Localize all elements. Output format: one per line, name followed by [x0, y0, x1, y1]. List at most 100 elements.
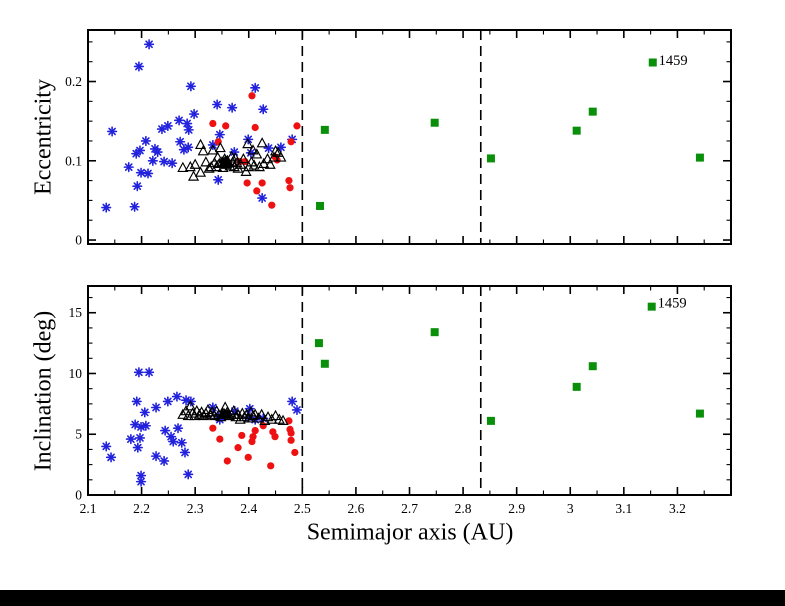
open-triangle-point: [266, 413, 278, 424]
blue-asterisk-point: [160, 457, 168, 465]
x-tick-label: 2.3: [187, 501, 204, 516]
blue-asterisk-point: [187, 82, 195, 91]
blue-asterisk-point: [247, 149, 255, 157]
blue-asterisk-point: [163, 397, 172, 406]
x-tick-label: 3: [567, 501, 574, 516]
red-circle-point: [223, 457, 231, 465]
top-asteroid-1459-label: 1459: [659, 53, 688, 69]
open-triangle-point: [256, 137, 268, 148]
blue-asterisk-point: [133, 182, 142, 190]
blue-asterisk-point: [259, 105, 268, 114]
blue-asterisk-point: [228, 103, 236, 112]
x-tick-label: 2.5: [294, 501, 311, 516]
blue-asterisk-point: [173, 392, 181, 401]
x-tick-label: 2.7: [401, 501, 418, 516]
open-triangle-point: [207, 144, 219, 155]
green-square-point: [648, 58, 657, 67]
blue-asterisk-point: [133, 443, 142, 452]
blue-asterisk-point: [124, 163, 133, 171]
x-tick-label: 2.9: [508, 501, 525, 516]
blue-asterisk-point: [153, 148, 162, 156]
open-triangle-point: [252, 412, 264, 423]
x-tick-label: 2.6: [347, 501, 364, 516]
blue-asterisk-point: [108, 127, 116, 136]
green-square-point: [647, 302, 656, 311]
open-triangle-point: [194, 166, 207, 177]
red-circle-point: [287, 429, 295, 437]
blue-asterisk-point: [161, 426, 170, 435]
green-square-point: [316, 201, 325, 210]
red-circle-point: [293, 122, 301, 130]
blue-asterisk-point: [136, 434, 144, 442]
red-circle-point: [216, 435, 224, 443]
red-circle-point: [238, 431, 246, 440]
open-triangle-point: [247, 409, 259, 421]
red-circle-point: [244, 453, 252, 461]
open-triangle-point: [269, 409, 282, 421]
open-triangle-point: [208, 409, 221, 421]
green-square-point: [588, 362, 597, 371]
x-tick-label: 2.8: [455, 501, 472, 516]
blue-asterisk-point: [131, 420, 139, 429]
y-tick-label: 0.2: [65, 74, 82, 89]
x-tick-label: 2.4: [240, 501, 257, 516]
green-square-point: [572, 126, 581, 135]
open-triangle-point: [256, 408, 268, 419]
bottom-asteroid-1459-label: 1459: [658, 296, 687, 312]
red-circle-point: [249, 433, 257, 441]
open-triangle-point: [242, 137, 254, 149]
filled-triangle-point: [221, 408, 233, 419]
green-square-point: [588, 107, 597, 116]
blue-asterisk-point: [137, 168, 145, 177]
filled-triangle-point: [219, 155, 231, 166]
blue-asterisk-point: [183, 119, 191, 128]
green-square-point: [486, 416, 495, 425]
open-triangle-point: [200, 156, 212, 167]
green-square-point: [430, 328, 439, 337]
y-tick-label: 5: [75, 427, 82, 442]
blue-asterisk-point: [132, 397, 141, 406]
open-triangle-point: [197, 145, 209, 156]
blue-asterisk-point: [135, 368, 143, 377]
red-circle-point: [258, 179, 266, 187]
green-square-point: [695, 153, 704, 162]
blue-asterisk-point: [184, 126, 193, 134]
blue-asterisk-point: [142, 421, 150, 430]
blue-asterisk-point: [258, 194, 266, 202]
y-tick-label: 0.1: [65, 153, 82, 168]
x-tick-label: 2.2: [133, 501, 150, 516]
red-circle-point: [267, 462, 275, 470]
blue-asterisk-point: [293, 406, 301, 414]
blue-asterisk-point: [184, 470, 193, 479]
top-y-axis-title: Eccentricity: [30, 79, 57, 195]
bottom-panel-frame: [87, 285, 732, 496]
y-tick-label: 0: [75, 233, 82, 248]
green-square-point: [695, 409, 704, 418]
green-square-point: [314, 339, 323, 348]
blue-asterisk-point: [288, 397, 296, 406]
blue-asterisk-point: [174, 424, 182, 433]
blue-asterisk-point: [140, 408, 149, 417]
blue-asterisk-point: [136, 146, 144, 155]
x-tick-label: 3.2: [669, 501, 686, 516]
blue-asterisk-point: [137, 471, 145, 480]
red-circle-point: [271, 433, 279, 441]
red-circle-point: [253, 187, 261, 195]
red-circle-point: [209, 119, 217, 128]
open-triangle-point: [259, 414, 271, 425]
blue-asterisk-point: [158, 125, 166, 133]
blue-asterisk-point: [160, 157, 168, 166]
blue-asterisk-point: [175, 116, 183, 125]
red-circle-point: [251, 426, 259, 435]
open-triangle-point: [177, 408, 189, 419]
red-circle-point: [285, 176, 293, 185]
open-triangle-point: [186, 407, 199, 418]
green-square-point: [572, 382, 581, 391]
x-axis-title: Semimajor axis (AU): [306, 519, 514, 546]
blue-asterisk-point: [107, 453, 115, 462]
open-triangle-point: [264, 158, 276, 169]
blue-asterisk-point: [215, 130, 224, 139]
top-panel-frame: [87, 29, 732, 245]
blue-asterisk-point: [184, 143, 193, 152]
